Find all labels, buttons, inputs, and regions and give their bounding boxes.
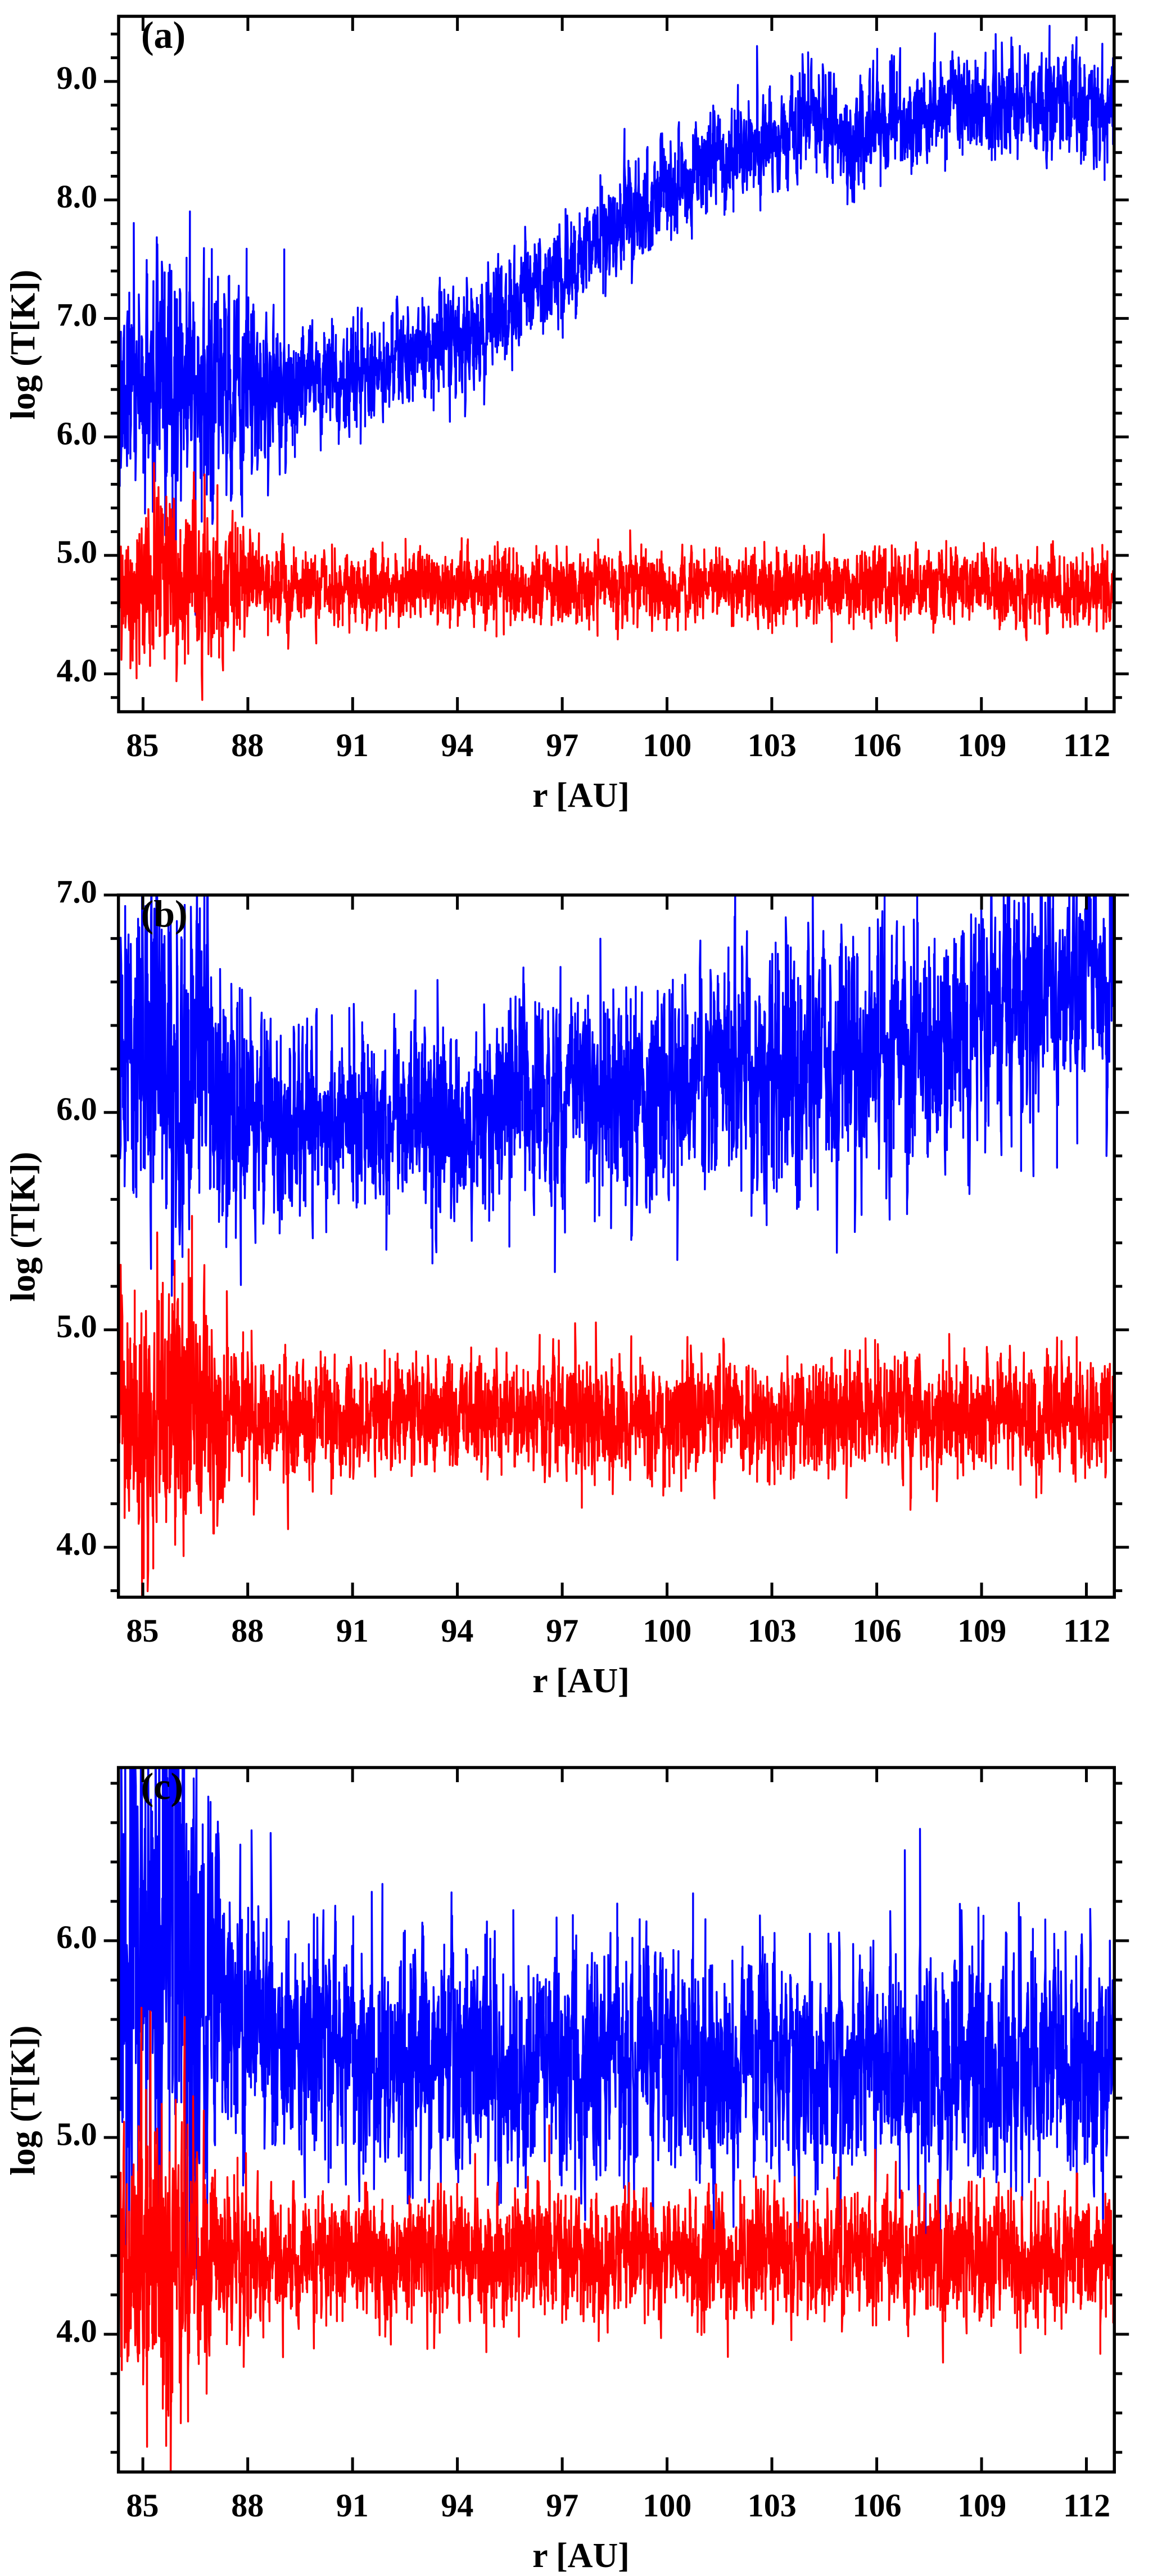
svg-text:8.0: 8.0 bbox=[57, 178, 97, 214]
svg-text:5.0: 5.0 bbox=[56, 1308, 97, 1345]
svg-text:4.0: 4.0 bbox=[56, 2312, 97, 2349]
svg-text:6.0: 6.0 bbox=[57, 415, 97, 451]
svg-text:(a): (a) bbox=[141, 13, 186, 56]
svg-text:7.0: 7.0 bbox=[56, 873, 97, 910]
svg-text:(c): (c) bbox=[141, 1765, 183, 1807]
svg-text:4.0: 4.0 bbox=[57, 652, 97, 688]
svg-text:9.0: 9.0 bbox=[57, 60, 97, 96]
svg-text:(b): (b) bbox=[141, 892, 188, 935]
svg-text:4.0: 4.0 bbox=[56, 1525, 97, 1562]
svg-text:6.0: 6.0 bbox=[56, 1091, 97, 1127]
svg-text:7.0: 7.0 bbox=[57, 296, 97, 333]
svg-text:5.0: 5.0 bbox=[57, 534, 97, 570]
svg-text:5.0: 5.0 bbox=[56, 2116, 97, 2152]
svg-text:6.0: 6.0 bbox=[56, 1919, 97, 1955]
